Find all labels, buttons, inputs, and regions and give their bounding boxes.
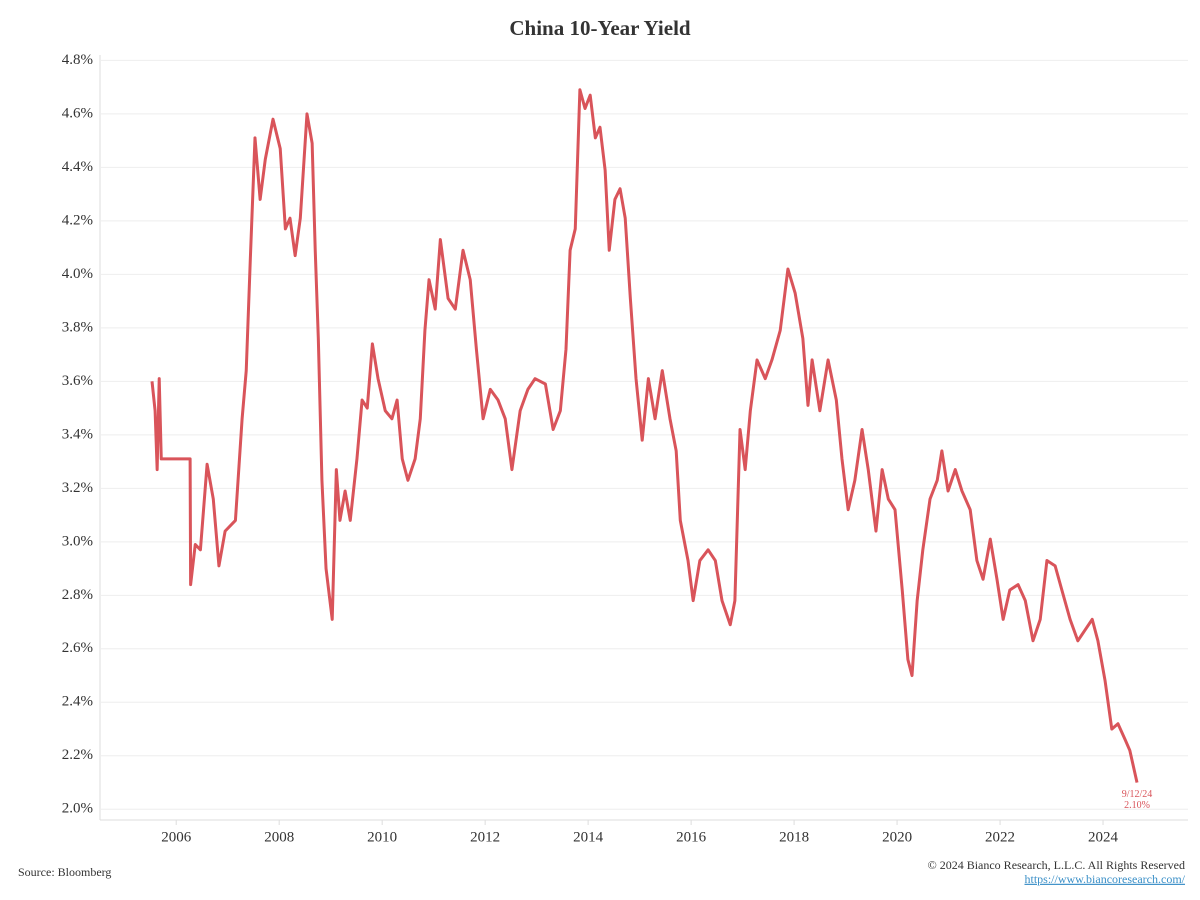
y-tick-label: 4.4%: [62, 159, 93, 175]
x-tick-label: 2020: [882, 829, 912, 845]
end-annotation: 9/12/24: [1122, 789, 1153, 800]
y-tick-label: 3.0%: [62, 533, 93, 549]
y-tick-label: 3.4%: [62, 426, 93, 442]
x-tick-label: 2008: [264, 829, 294, 845]
x-tick-label: 2012: [470, 829, 500, 845]
y-tick-label: 3.6%: [62, 373, 93, 389]
x-tick-label: 2010: [367, 829, 397, 845]
y-tick-label: 2.8%: [62, 587, 93, 603]
x-tick-label: 2014: [573, 829, 604, 845]
copyright: © 2024 Bianco Research, L.L.C. All Right…: [928, 858, 1185, 872]
y-tick-label: 2.4%: [62, 694, 93, 710]
y-tick-label: 4.0%: [62, 266, 93, 282]
y-tick-label: 3.8%: [62, 319, 93, 335]
y-tick-label: 4.8%: [62, 52, 93, 68]
y-tick-label: 4.6%: [62, 105, 93, 121]
x-tick-label: 2022: [985, 829, 1015, 845]
yield-line: [150, 88, 1139, 783]
y-tick-label: 2.2%: [62, 747, 93, 763]
chart-title: China 10-Year Yield: [509, 16, 691, 40]
y-tick-label: 3.2%: [62, 480, 93, 496]
y-tick-label: 2.0%: [62, 801, 93, 817]
y-tick-label: 4.2%: [62, 212, 93, 228]
y-tick-label: 2.6%: [62, 640, 93, 656]
x-tick-label: 2006: [161, 829, 192, 845]
x-tick-label: 2024: [1088, 829, 1119, 845]
x-tick-label: 2018: [779, 829, 809, 845]
source-note: Source: Bloomberg: [18, 865, 111, 879]
website-link[interactable]: https://www.biancoresearch.com/: [1024, 872, 1185, 886]
end-annotation: 2.10%: [1124, 800, 1150, 811]
x-tick-label: 2016: [676, 829, 707, 845]
